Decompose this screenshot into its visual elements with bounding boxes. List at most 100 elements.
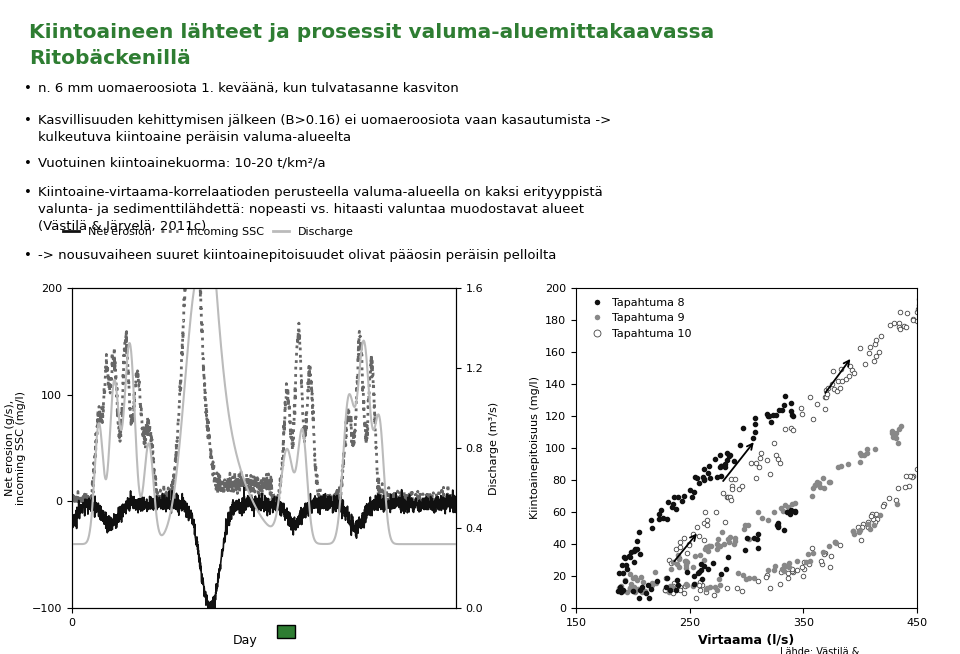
Point <box>871 347 886 357</box>
Point <box>695 574 710 584</box>
Point <box>876 498 892 509</box>
Point <box>864 509 879 519</box>
Point <box>830 462 846 472</box>
Point <box>719 455 734 466</box>
Point <box>860 522 876 532</box>
Point <box>634 572 649 582</box>
Point <box>804 543 819 554</box>
Point <box>720 582 735 593</box>
Point <box>905 313 921 324</box>
Point <box>805 413 821 424</box>
Point <box>852 526 867 536</box>
Point <box>622 569 637 579</box>
Point <box>906 315 922 325</box>
Point <box>842 361 857 371</box>
Point <box>692 585 708 596</box>
Text: •: • <box>24 249 32 262</box>
Point <box>815 473 830 483</box>
Point <box>886 432 901 443</box>
Point <box>734 586 750 596</box>
Point <box>773 458 788 468</box>
Point <box>822 561 837 572</box>
Point <box>774 564 789 574</box>
Legend: Tapahtuma 8, Tapahtuma 9, Tapahtuma 10: Tapahtuma 8, Tapahtuma 9, Tapahtuma 10 <box>582 293 695 343</box>
Point <box>828 538 844 548</box>
Point <box>862 524 877 534</box>
Point <box>701 541 716 551</box>
Point <box>891 318 906 329</box>
Point <box>789 555 804 566</box>
Point <box>884 426 900 436</box>
Point <box>846 529 861 540</box>
Point <box>768 450 783 460</box>
Point <box>911 300 926 311</box>
Point <box>811 478 827 489</box>
Point <box>759 409 775 419</box>
Point <box>901 481 917 491</box>
Point <box>660 573 675 583</box>
Text: Kiintoaineen lähteet ja prosessit valuma-aluemittakaavassa: Kiintoaineen lähteet ja prosessit valuma… <box>29 23 714 42</box>
Point <box>709 584 725 594</box>
Point <box>701 541 716 551</box>
Point <box>671 562 686 572</box>
Point <box>832 540 848 550</box>
Point <box>852 526 867 537</box>
Point <box>709 472 725 482</box>
Point <box>615 585 631 595</box>
Text: Kasvillisuuden kehittymisen jälkeen (B>0.16) ei uomaeroosiota vaan kasautumista : Kasvillisuuden kehittymisen jälkeen (B>0… <box>38 114 612 145</box>
Point <box>616 552 632 562</box>
Point <box>743 457 758 468</box>
Point <box>670 549 685 560</box>
Point <box>700 468 715 479</box>
Point <box>761 410 777 421</box>
Text: •: • <box>24 157 32 170</box>
Point <box>780 568 796 578</box>
Point <box>694 565 709 576</box>
Point <box>615 585 631 596</box>
Point <box>619 587 635 597</box>
Point <box>909 315 924 326</box>
Point <box>735 422 751 433</box>
Point <box>665 588 681 598</box>
Point <box>692 531 708 542</box>
Point <box>631 584 646 594</box>
Point <box>678 555 693 566</box>
Point <box>762 469 778 479</box>
Point <box>817 548 832 559</box>
Point <box>888 495 903 506</box>
Point <box>736 525 752 535</box>
Point <box>821 542 836 552</box>
Point <box>766 438 781 449</box>
Point <box>765 409 780 420</box>
Point <box>696 475 711 485</box>
Point <box>807 479 823 490</box>
Point <box>915 300 930 311</box>
Point <box>845 365 860 375</box>
Point <box>778 390 793 401</box>
Point <box>628 545 643 555</box>
Point <box>718 563 733 574</box>
Point <box>760 565 776 576</box>
Point <box>723 449 738 460</box>
Point <box>645 523 660 534</box>
Point <box>900 307 915 318</box>
Point <box>899 322 914 333</box>
Point <box>611 568 626 578</box>
Point <box>659 582 674 593</box>
Point <box>891 424 906 435</box>
Point <box>846 526 861 536</box>
Point <box>766 564 781 575</box>
Point <box>647 566 662 577</box>
Point <box>702 461 717 472</box>
Point <box>893 421 908 432</box>
Text: •: • <box>24 82 32 95</box>
Point <box>771 522 786 532</box>
Point <box>859 443 875 454</box>
Point <box>755 513 770 523</box>
Point <box>868 338 883 349</box>
Point <box>774 405 789 416</box>
Point <box>706 590 721 600</box>
Point <box>834 376 850 387</box>
Point <box>758 572 774 582</box>
Point <box>796 563 811 574</box>
